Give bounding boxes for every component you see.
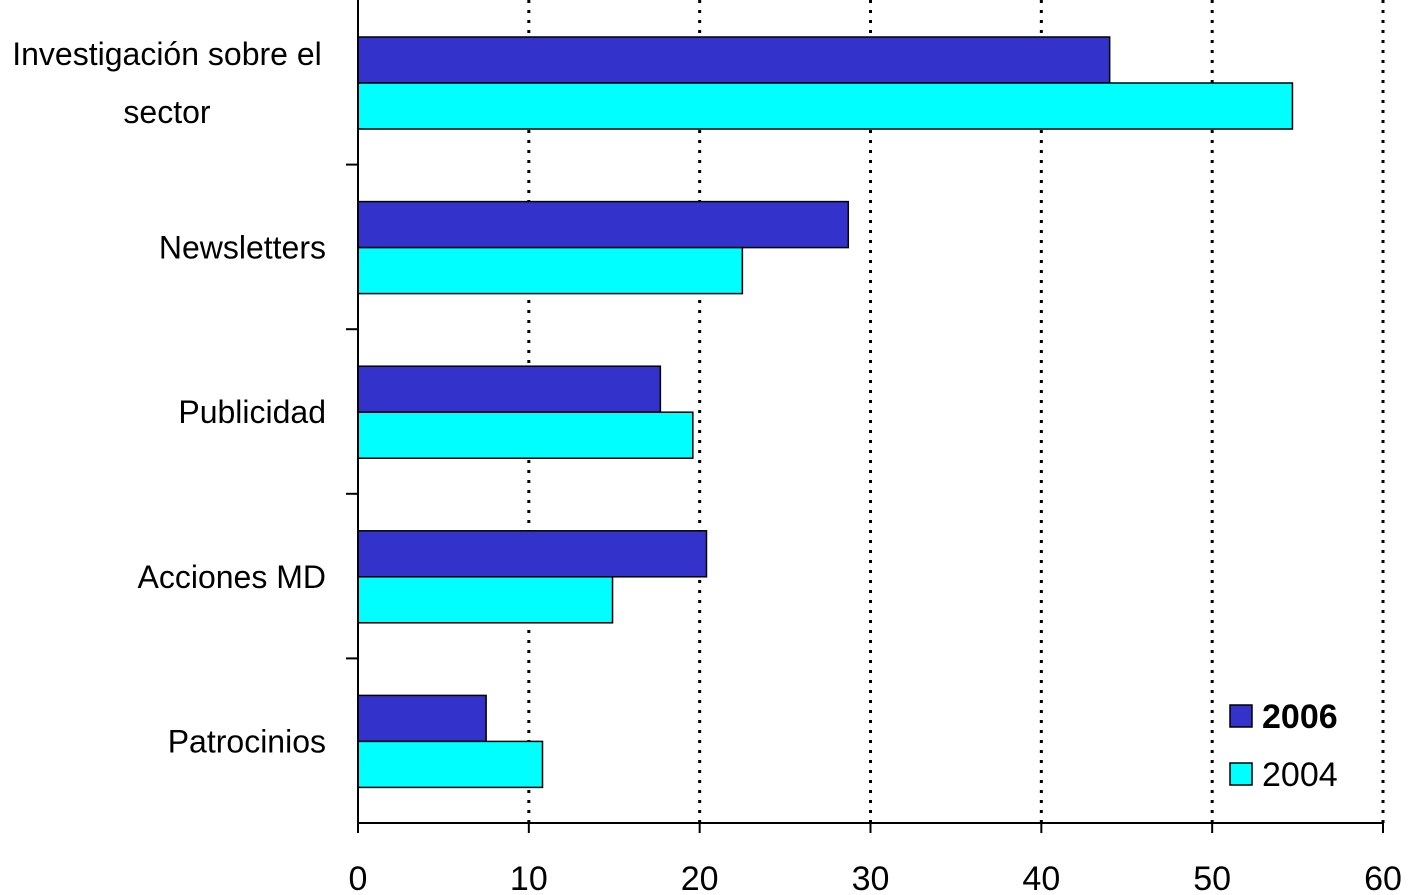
x-tick-label: 30 <box>852 860 890 895</box>
category-label: Patrocinios <box>168 723 326 759</box>
legend-label-2004: 2004 <box>1262 756 1338 794</box>
bar-2006 <box>357 36 1111 84</box>
x-tick-label: 60 <box>1364 860 1402 895</box>
bar-2006 <box>357 530 708 578</box>
x-tick-label: 0 <box>349 860 368 895</box>
bars <box>357 36 1294 789</box>
x-tick-label: 40 <box>1022 860 1060 895</box>
x-tick-label: 10 <box>510 860 548 895</box>
axes <box>346 0 1384 833</box>
category-label: Investigación sobre el <box>12 36 322 72</box>
category-label: Publicidad <box>178 394 326 430</box>
bar-2006 <box>357 200 850 249</box>
bar-2004 <box>357 740 544 789</box>
x-tick-label: 50 <box>1193 860 1231 895</box>
legend: 2006 2004 <box>1229 698 1338 794</box>
bar-2006 <box>357 365 662 413</box>
bar-2004 <box>357 411 694 459</box>
category-label: Acciones MD <box>138 559 327 595</box>
bar-2004 <box>357 82 1294 130</box>
x-tick-label: 20 <box>681 860 719 895</box>
legend-swatch-2004 <box>1229 762 1253 786</box>
legend-swatch-2006 <box>1229 704 1253 728</box>
category-label: sector <box>123 94 210 130</box>
legend-label-2006: 2006 <box>1262 698 1338 736</box>
category-label: Newsletters <box>159 230 326 266</box>
bar-2004 <box>357 576 614 624</box>
bar-2004 <box>357 246 744 295</box>
labels: 0 10 20 30 40 50 60 Investigación sobre el secto… <box>12 36 1402 895</box>
bar-2006 <box>357 694 487 743</box>
